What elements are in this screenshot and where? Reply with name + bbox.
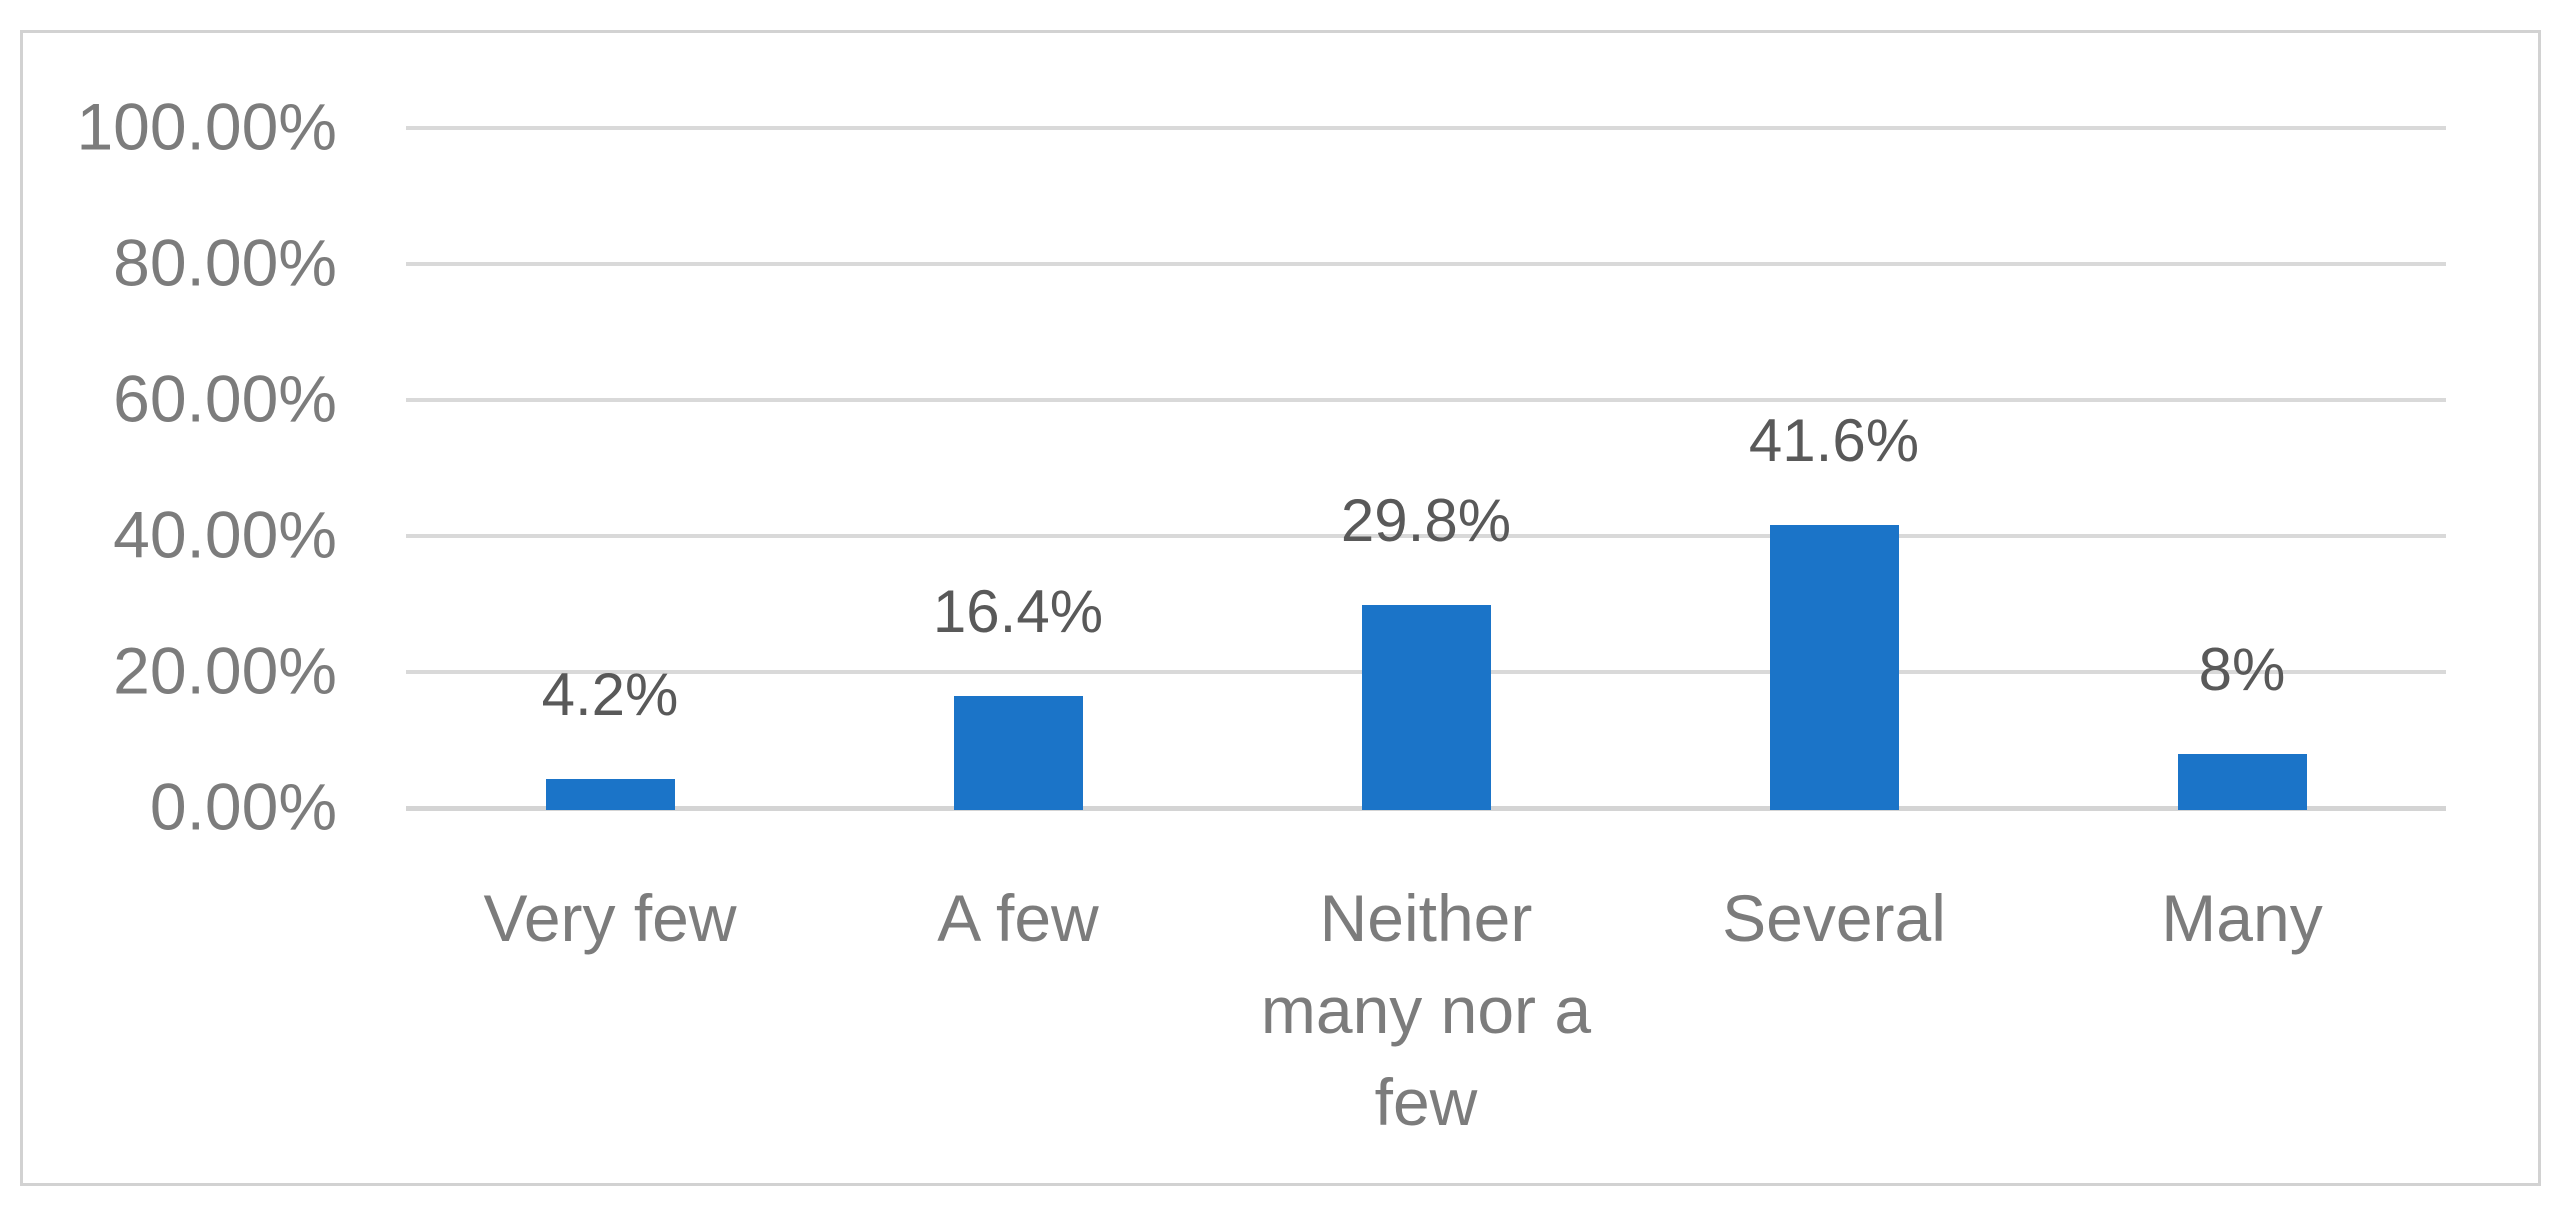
bar-value-label: 16.4% bbox=[932, 578, 1104, 646]
bar-neither-many-nor-a-few bbox=[1361, 605, 1491, 810]
bar-value-label: 29.8% bbox=[1340, 487, 1512, 555]
bar-several bbox=[1769, 525, 1899, 810]
bar-value-label: 41.6% bbox=[1748, 407, 1920, 475]
category-label: Many bbox=[2161, 881, 2323, 955]
category-label: Very few bbox=[483, 881, 737, 955]
gridline bbox=[406, 262, 2446, 266]
y-tick-label: 0.00% bbox=[149, 769, 337, 844]
bar-value-label: 4.2% bbox=[541, 661, 679, 729]
gridline bbox=[406, 398, 2446, 402]
bar-a-few bbox=[953, 696, 1083, 810]
category-label: A few bbox=[937, 881, 1099, 955]
y-tick-label: 80.00% bbox=[113, 225, 337, 300]
y-tick-label: 60.00% bbox=[113, 361, 337, 436]
chart-frame bbox=[20, 30, 2541, 1186]
bar-many bbox=[2177, 753, 2307, 810]
gridline bbox=[406, 534, 2446, 538]
y-tick-label: 20.00% bbox=[113, 633, 337, 708]
category-label: Neither many nor a few bbox=[1260, 881, 1592, 1139]
bar-very-few bbox=[545, 779, 675, 810]
category-label: Several bbox=[1722, 881, 1946, 955]
gridline bbox=[406, 126, 2446, 130]
y-tick-label: 40.00% bbox=[113, 497, 337, 572]
bar-value-label: 8% bbox=[2198, 635, 2286, 703]
y-tick-label: 100.00% bbox=[76, 89, 337, 164]
